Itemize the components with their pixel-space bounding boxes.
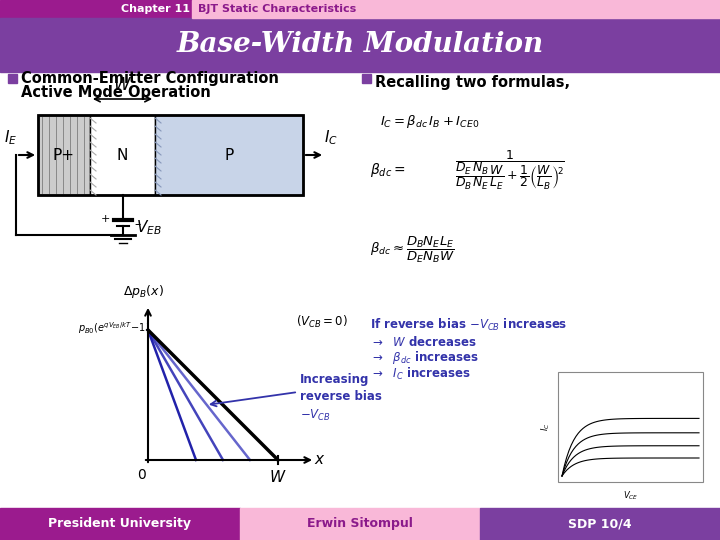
Text: 0: 0 xyxy=(137,468,145,482)
Bar xyxy=(0,508,240,540)
Text: –: – xyxy=(135,219,140,232)
Bar xyxy=(8,74,17,83)
Text: Chapter 11: Chapter 11 xyxy=(121,4,190,14)
Bar xyxy=(362,74,371,83)
Text: Active Mode Operation: Active Mode Operation xyxy=(21,84,211,99)
Bar xyxy=(38,115,90,195)
Text: P: P xyxy=(225,147,233,163)
Bar xyxy=(0,72,720,508)
Text: President University: President University xyxy=(48,517,192,530)
Text: $(V_{CB} = 0)$: $(V_{CB} = 0)$ xyxy=(296,314,348,330)
Text: Base-Width Modulation: Base-Width Modulation xyxy=(176,31,544,58)
Bar xyxy=(0,18,720,72)
Text: $I_C = \beta_{dc}\, I_B + I_{CE0}$: $I_C = \beta_{dc}\, I_B + I_{CE0}$ xyxy=(380,113,480,131)
Text: $\rightarrow$  $\beta_{dc}$ increases: $\rightarrow$ $\beta_{dc}$ increases xyxy=(370,349,479,367)
Text: $\beta_{dc} \approx \dfrac{D_B N_E L_E}{D_E N_B W}$: $\beta_{dc} \approx \dfrac{D_B N_E L_E}{… xyxy=(370,235,455,265)
Text: $I_E$: $I_E$ xyxy=(4,129,17,147)
Text: $\rightarrow$  $W$ decreases: $\rightarrow$ $W$ decreases xyxy=(370,335,477,349)
Bar xyxy=(90,115,155,195)
Bar xyxy=(0,0,720,18)
Text: BJT Static Characteristics: BJT Static Characteristics xyxy=(198,4,356,14)
Text: +: + xyxy=(101,214,110,224)
Bar xyxy=(155,115,303,195)
Bar xyxy=(558,372,703,482)
Bar xyxy=(480,508,720,540)
Text: Erwin Sitompul: Erwin Sitompul xyxy=(307,517,413,530)
Text: $I_C$: $I_C$ xyxy=(324,129,338,147)
Text: If reverse bias $-V_{CB}$ increases: If reverse bias $-V_{CB}$ increases xyxy=(370,317,567,333)
Text: $W$: $W$ xyxy=(269,469,287,485)
Text: $\dfrac{1}{\dfrac{D_E}{D_B}\dfrac{N_B}{N_E}\dfrac{W}{L_E} + \dfrac{1}{2}\left(\d: $\dfrac{1}{\dfrac{D_E}{D_B}\dfrac{N_B}{N… xyxy=(455,148,565,192)
Text: $V_{EB}$: $V_{EB}$ xyxy=(137,219,162,238)
Text: $I_C$: $I_C$ xyxy=(539,423,552,431)
Bar xyxy=(240,508,480,540)
Text: $W$: $W$ xyxy=(113,76,132,94)
Text: Common-Emitter Configuration: Common-Emitter Configuration xyxy=(21,71,279,85)
Text: $\rightarrow$  $I_C$ increases: $\rightarrow$ $I_C$ increases xyxy=(370,366,471,382)
Text: $x$: $x$ xyxy=(314,453,325,468)
Text: $p_{B0}(e^{qV_{EB}/kT}\!-\!1)$: $p_{B0}(e^{qV_{EB}/kT}\!-\!1)$ xyxy=(78,320,150,336)
Text: $\beta_{dc} =$: $\beta_{dc} =$ xyxy=(370,161,405,179)
Bar xyxy=(192,0,720,18)
Text: SDP 10/4: SDP 10/4 xyxy=(568,517,632,530)
Text: $\Delta p_B(x)$: $\Delta p_B(x)$ xyxy=(122,283,163,300)
Bar xyxy=(38,115,303,195)
Text: N: N xyxy=(117,147,128,163)
Text: $V_{CE}$: $V_{CE}$ xyxy=(623,489,638,502)
Text: P+: P+ xyxy=(53,147,75,163)
Text: Recalling two formulas,: Recalling two formulas, xyxy=(375,76,570,91)
Text: Increasing
reverse bias
$-V_{CB}$: Increasing reverse bias $-V_{CB}$ xyxy=(300,373,382,423)
